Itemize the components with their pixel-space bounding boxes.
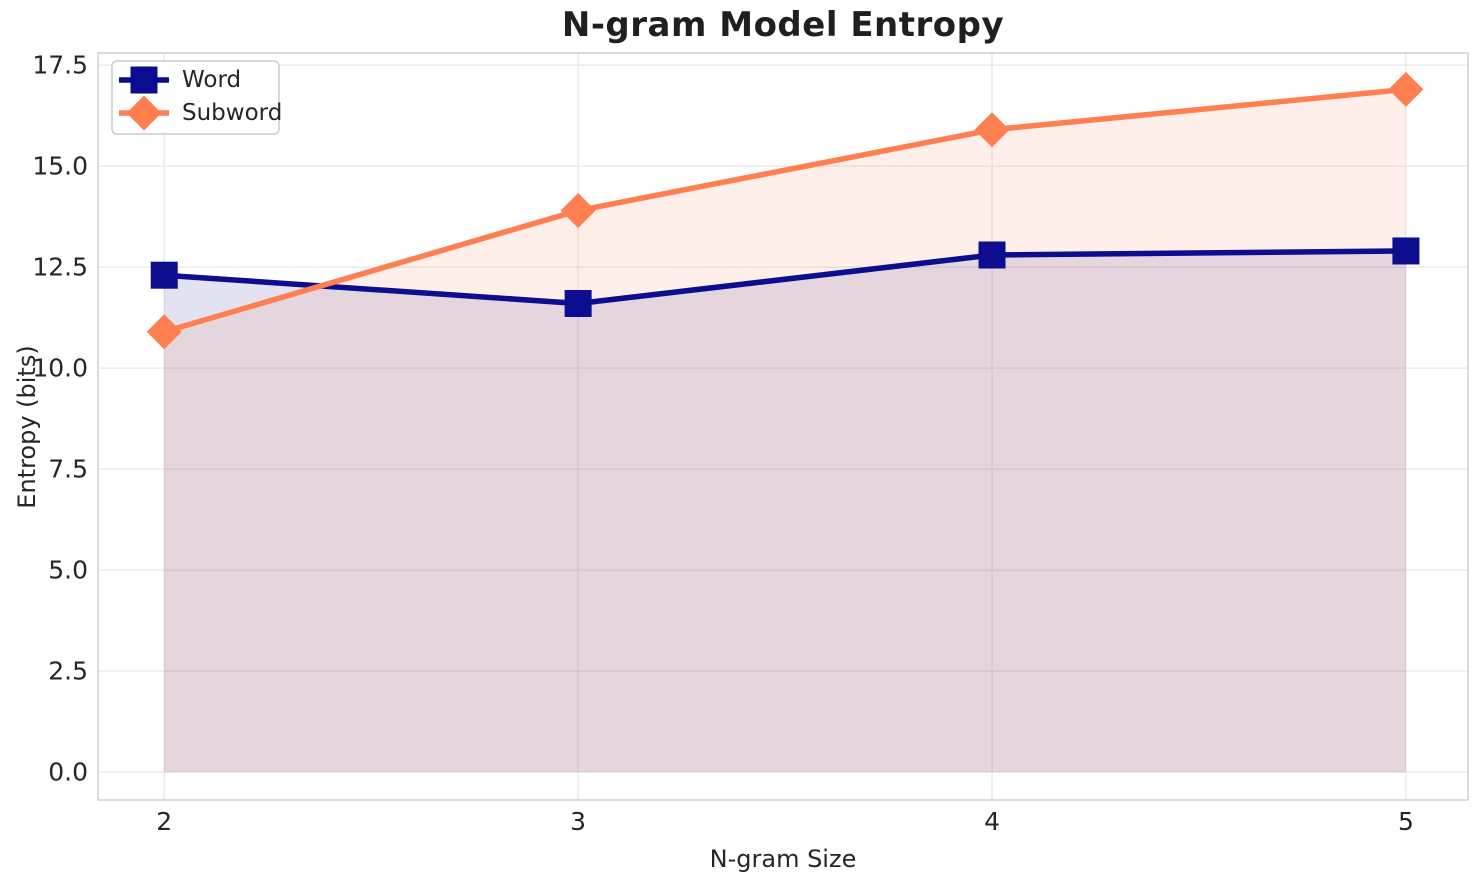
y-tick-label-2.5: 2.5: [48, 657, 88, 686]
x-tick-label-5: 5: [1398, 807, 1414, 836]
legend-square-marker-icon: [130, 66, 158, 94]
series-subword-marker-5: [1388, 71, 1424, 107]
series-word-marker-2: [150, 261, 178, 289]
legend-label-subword: Subword: [182, 100, 282, 126]
legend-box: Word Subword: [111, 60, 282, 135]
legend-diamond-marker-icon: [126, 95, 162, 131]
series-subword-marker-4: [974, 112, 1010, 148]
y-tick-label-15.0: 15.0: [32, 152, 88, 181]
legend-item-word: Word: [119, 66, 241, 94]
x-tick-label-4: 4: [984, 807, 1000, 836]
y-tick-label-5.0: 5.0: [48, 556, 88, 585]
x-axis-label: N-gram Size: [709, 845, 857, 873]
series-word-marker-3: [564, 289, 592, 317]
y-tick-label-10.0: 10.0: [32, 354, 88, 383]
y-axis-label: Entropy (bits): [13, 345, 41, 509]
legend-item-subword: Subword: [119, 95, 282, 131]
series-word-line: [164, 248, 1406, 307]
y-tick-label-17.5: 17.5: [32, 51, 88, 80]
series-word-marker-4: [978, 241, 1006, 269]
y-tick-label-0.0: 0.0: [48, 758, 88, 787]
series-subword-marker-3: [560, 193, 596, 229]
y-tick-label-7.5: 7.5: [48, 455, 88, 484]
series-word-fill: [164, 250, 1406, 773]
chart-title: N-gram Model Entropy: [561, 5, 1005, 45]
series-word-marker-5: [1392, 237, 1420, 265]
plot-border: [97, 52, 1469, 801]
x-tick-label-3: 3: [570, 807, 586, 836]
y-tick-label-12.5: 12.5: [32, 253, 88, 282]
legend-label-word: Word: [182, 67, 241, 93]
series-subword-fill: [164, 89, 1406, 773]
series-subword-marker-2: [146, 314, 182, 350]
x-tick-label-2: 2: [156, 807, 172, 836]
series-subword-line: [163, 86, 1407, 335]
